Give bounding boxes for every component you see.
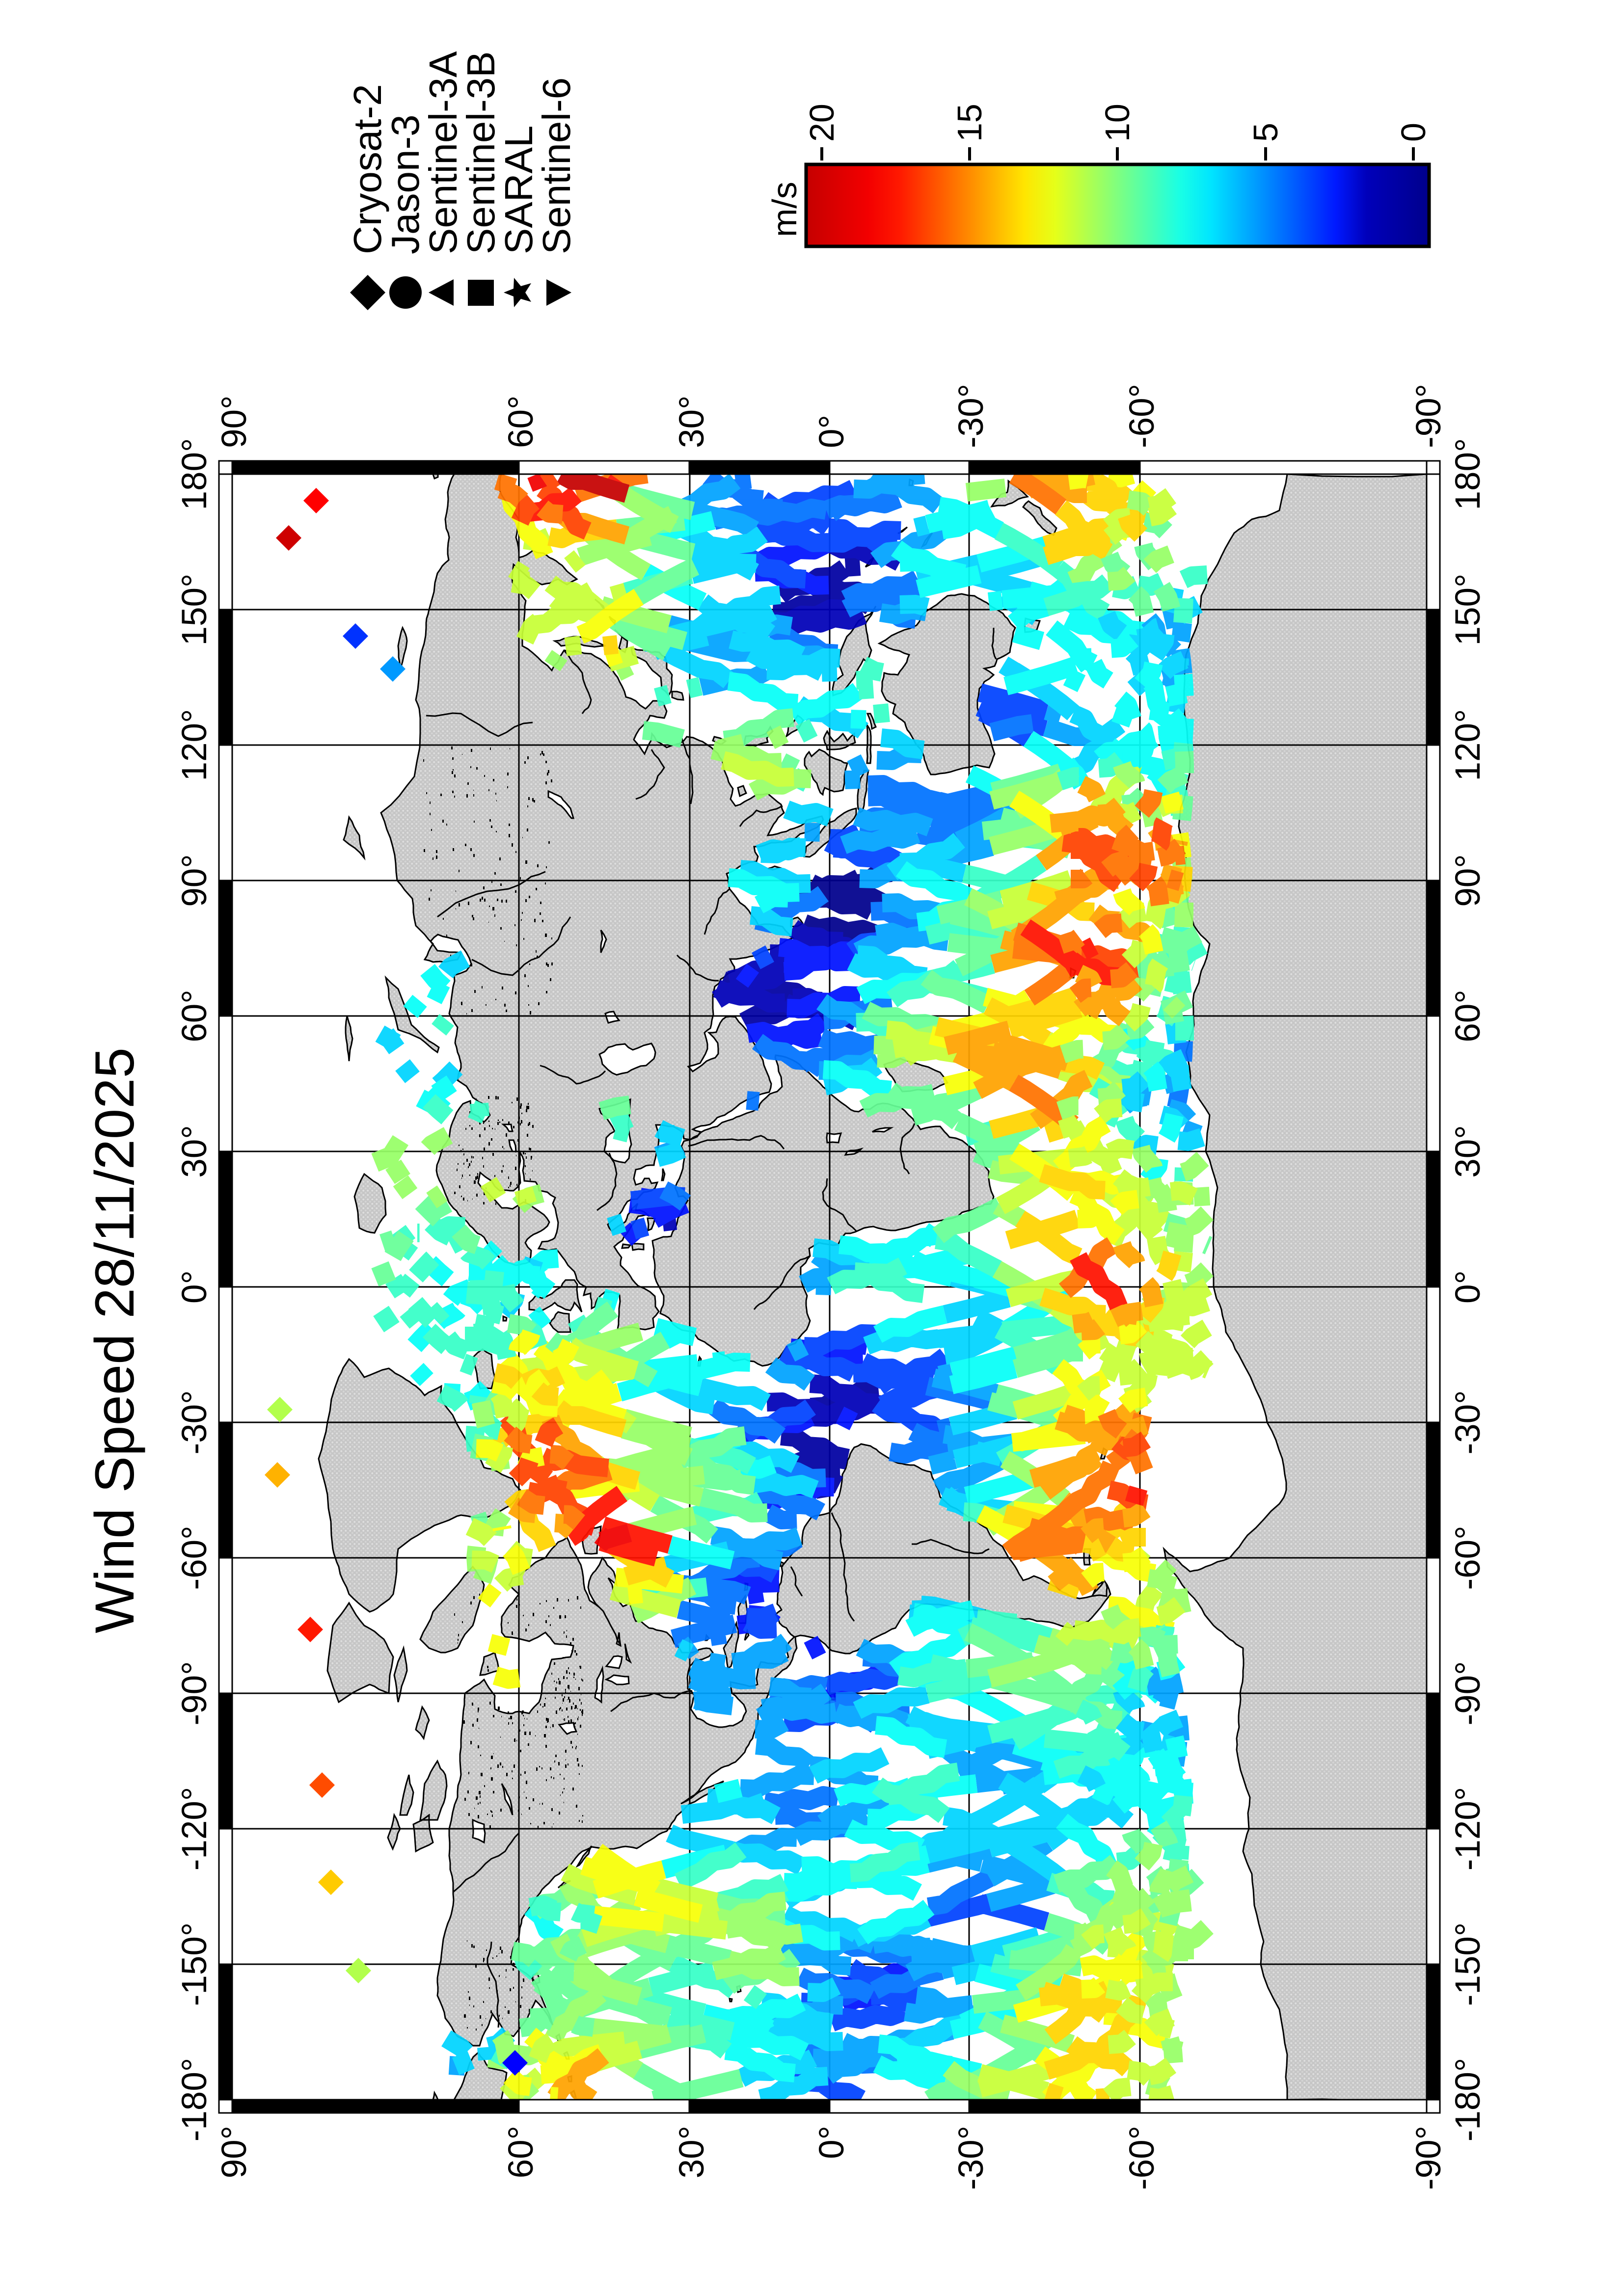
svg-text:30°: 30° [673,2126,711,2178]
svg-text:120°: 120° [1449,709,1488,781]
svg-text:-150°: -150° [175,1922,214,2006]
svg-text:-180°: -180° [1449,2058,1488,2142]
svg-text:-60°: -60° [175,1525,214,1590]
svg-text:-150°: -150° [1449,1922,1488,2006]
svg-text:Sentinel-3B: Sentinel-3B [459,51,503,254]
svg-text:0°: 0° [812,2126,851,2159]
svg-text:150°: 150° [1449,574,1488,646]
svg-text:90°: 90° [1449,854,1488,907]
svg-text:120°: 120° [175,709,214,781]
svg-text:-120°: -120° [1449,1787,1488,1871]
svg-text:180°: 180° [175,438,214,510]
svg-text:Sentinel-3A: Sentinel-3A [421,51,465,254]
svg-text:-90°: -90° [1409,2126,1448,2190]
svg-text:SARAL: SARAL [497,126,541,254]
svg-text:Cryosat-2: Cryosat-2 [346,84,389,254]
svg-text:0°: 0° [1449,1270,1488,1304]
svg-text:60°: 60° [175,989,214,1042]
svg-text:30°: 30° [175,1125,214,1177]
svg-text:30°: 30° [1449,1125,1488,1177]
svg-text:-60°: -60° [1449,1525,1488,1590]
svg-text:-180°: -180° [175,2058,214,2142]
svg-text:-60°: -60° [1123,2126,1162,2190]
svg-text:10: 10 [1098,104,1136,142]
svg-text:-30°: -30° [175,1390,214,1454]
svg-text:30°: 30° [673,396,711,448]
svg-text:-120°: -120° [175,1787,214,1871]
svg-text:-30°: -30° [1449,1390,1488,1454]
svg-text:15: 15 [950,104,989,142]
svg-text:-90°: -90° [1409,384,1448,448]
svg-text:Wind Speed 28/11/2025: Wind Speed 28/11/2025 [84,1047,145,1633]
svg-text:0: 0 [1394,123,1433,142]
svg-text:-60°: -60° [1123,384,1162,448]
svg-text:20: 20 [803,104,841,142]
svg-text:90°: 90° [215,396,254,448]
svg-text:60°: 60° [502,396,541,448]
svg-text:150°: 150° [175,574,214,646]
svg-text:m/s: m/s [765,182,804,237]
svg-text:60°: 60° [502,2126,541,2178]
svg-text:Jason-3: Jason-3 [383,114,427,254]
svg-text:Sentinel-6: Sentinel-6 [535,78,578,254]
svg-text:90°: 90° [175,854,214,907]
svg-text:-30°: -30° [952,384,991,448]
svg-text:180°: 180° [1449,438,1488,510]
svg-text:-90°: -90° [175,1661,214,1725]
svg-text:-90°: -90° [1449,1661,1488,1725]
svg-text:60°: 60° [1449,989,1488,1042]
svg-text:-30°: -30° [952,2126,991,2190]
svg-text:5: 5 [1246,123,1285,142]
svg-text:90°: 90° [215,2126,254,2178]
svg-text:0°: 0° [175,1270,214,1304]
svg-text:0°: 0° [812,415,851,448]
